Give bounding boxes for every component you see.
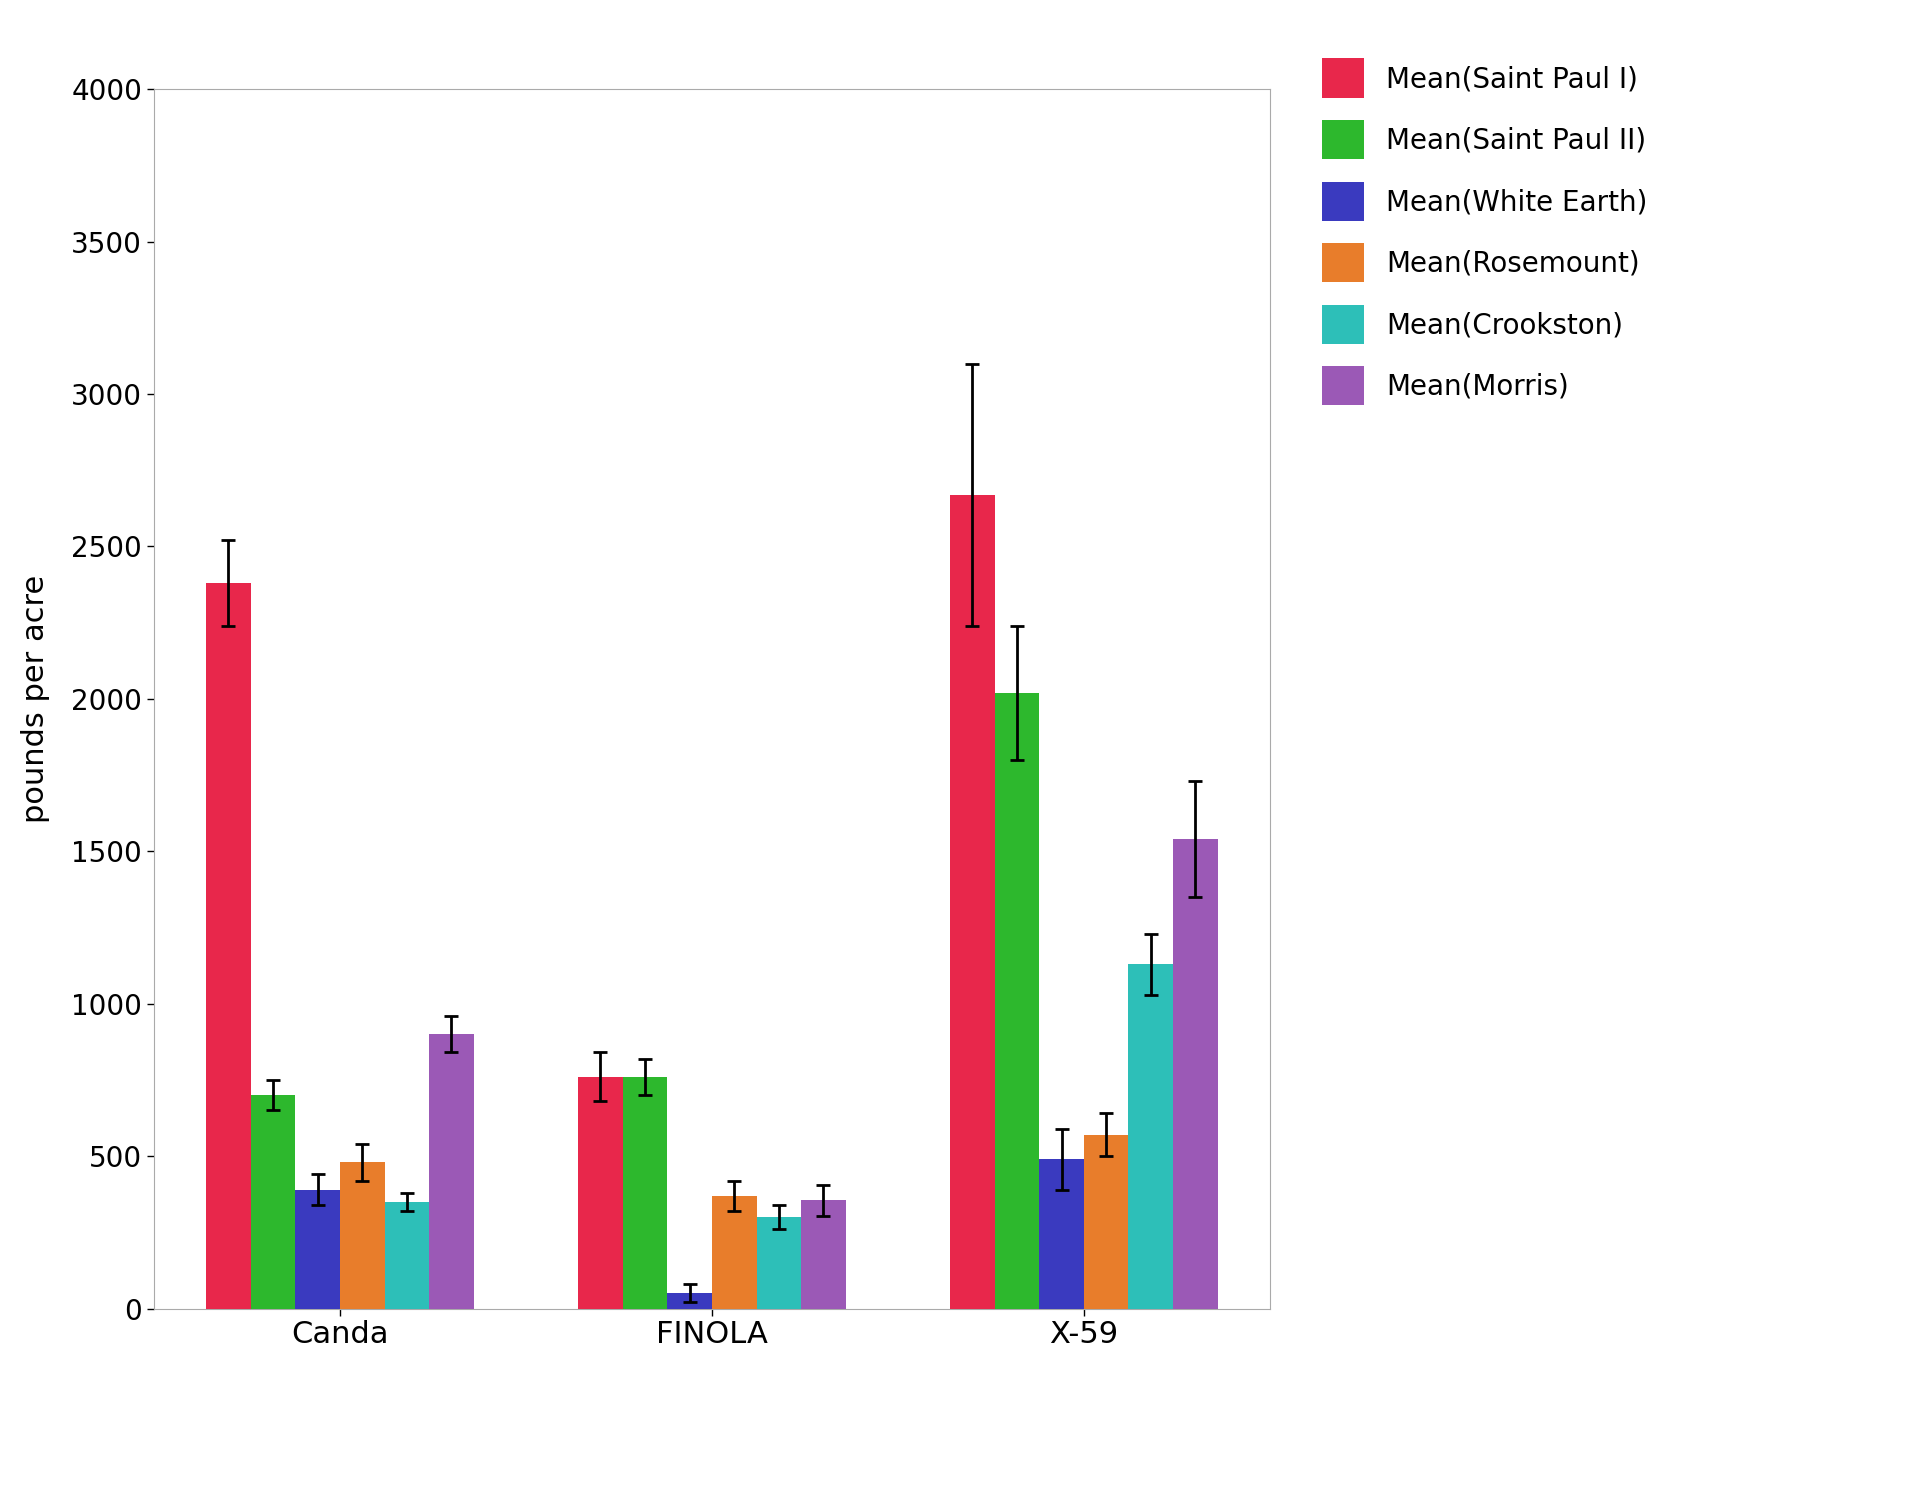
Bar: [1083, 1135, 1129, 1309]
Bar: [577, 1077, 623, 1309]
Bar: [340, 1163, 385, 1309]
Bar: [623, 1077, 667, 1309]
Bar: [712, 1196, 756, 1309]
Bar: [950, 495, 994, 1309]
Bar: [994, 693, 1038, 1309]
Bar: [756, 1216, 800, 1309]
Legend: Mean(Saint Paul I), Mean(Saint Paul II), Mean(White Earth), Mean(Rosemount), Mea: Mean(Saint Paul I), Mean(Saint Paul II),…: [1321, 58, 1646, 406]
Bar: [429, 1035, 473, 1309]
Y-axis label: pounds per acre: pounds per acre: [21, 575, 50, 822]
Bar: [206, 583, 250, 1309]
Bar: [1038, 1160, 1083, 1309]
Bar: [294, 1190, 340, 1309]
Bar: [667, 1294, 712, 1309]
Bar: [250, 1094, 294, 1309]
Bar: [1173, 839, 1217, 1309]
Bar: [385, 1201, 429, 1309]
Bar: [1129, 964, 1173, 1309]
Bar: [800, 1200, 846, 1309]
